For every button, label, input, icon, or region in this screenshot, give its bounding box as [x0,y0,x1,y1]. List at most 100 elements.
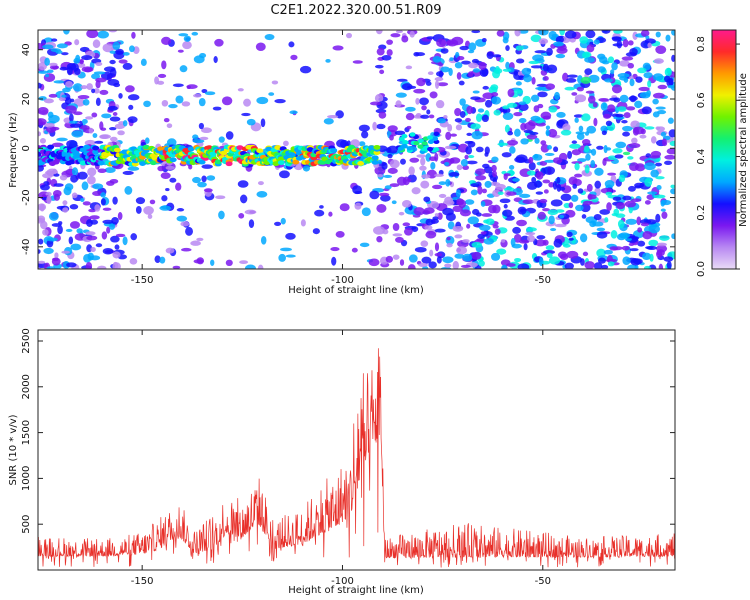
heatmap-cell [149,199,156,205]
heatmap-cell [124,186,133,195]
heatmap-cell [528,162,536,171]
heatmap-cell [491,252,501,261]
x-tick-label: -50 [535,576,551,587]
heatmap-cell [425,218,434,226]
heatmap-cell [629,162,639,172]
heatmap-cell [53,183,64,187]
heatmap-cell [127,166,140,171]
heatmap-cell [652,92,665,99]
heatmap-cell [479,224,491,231]
heatmap-cell [368,258,380,267]
heatmap-cell [389,159,400,169]
heatmap-cell [662,138,667,144]
heatmap-cell [384,185,392,190]
heatmap-cell [159,205,172,211]
heatmap-cell [580,76,592,84]
heatmap-cell [325,58,331,63]
heatmap-cell [578,125,584,132]
heatmap-cell [361,207,371,217]
heatmap-cell [42,229,49,236]
heatmap-cell [671,233,675,240]
heatmap-cell [642,231,653,240]
signal-band-cell [47,144,55,150]
heatmap-cell [377,174,384,178]
heatmap-cell [398,211,405,216]
heatmap-cell [198,122,204,130]
heatmap-cell [599,56,608,64]
heatmap-cell [51,142,64,148]
heatmap-cell [502,112,514,120]
heatmap-cell [586,125,597,134]
heatmap-cell [518,239,530,244]
heatmap-cell [505,45,510,51]
heatmap-cell [420,157,426,166]
heatmap-cell [560,129,572,136]
heatmap-cell [143,206,154,215]
heatmap-cell [471,251,482,260]
heatmap-cell [400,158,406,165]
heatmap-cell [99,89,109,95]
heatmap-cell [539,198,548,204]
heatmap-cell [402,222,411,227]
heatmap-cell [369,190,380,200]
y-tick-label: 40 [21,43,32,56]
heatmap-cell [449,157,461,164]
heatmap-cell [584,68,593,76]
heatmap-cell [615,141,627,149]
heatmap-cell [391,200,397,205]
heatmap-cell [77,171,88,180]
heatmap-cell [650,136,657,144]
y-tick-label: 20 [21,93,32,106]
signal-band-cell [187,146,195,152]
heatmap-cell [95,61,103,66]
heatmap-cell [650,169,659,178]
heatmap-cell [467,140,476,148]
heatmap-cell [443,115,448,119]
heatmap-cell [539,161,548,166]
heatmap-cell [514,156,526,163]
heatmap-cell [73,57,81,64]
heatmap-cell [663,256,674,262]
heatmap-cell [565,78,577,83]
heatmap-cell [44,122,55,128]
heatmap-cell [545,83,555,90]
heatmap-cell [643,162,656,171]
heatmap-cell [419,165,427,171]
heatmap-cell [274,221,282,226]
heatmap-cell [112,112,118,116]
snr-frame [37,329,676,571]
heatmap-cell [336,139,347,148]
heatmap-cell [605,258,618,263]
heatmap-cell [583,52,590,58]
heatmap-cell [248,219,255,229]
heatmap-cell [611,213,619,217]
heatmap-cells [38,30,675,269]
heatmap-cell [288,41,295,48]
heatmap-cell [407,264,416,269]
heatmap-cell [528,60,540,65]
heatmap-cell [256,191,268,198]
heatmap-cell [660,208,666,212]
signal-band-cell [277,156,285,162]
heatmap-cell [656,242,667,247]
heatmap-cell [496,248,507,255]
heatmap-cell [129,257,138,265]
heatmap-cell [514,128,521,137]
heatmap-cell [429,91,438,99]
heatmap-cell [394,130,406,136]
heatmap-cell [76,228,83,234]
heatmap-frame [37,29,676,270]
heatmap-cell [255,42,266,52]
heatmap-cell [454,226,463,230]
heatmap-cell [462,253,473,262]
heatmap-cell [501,264,508,269]
heatmap-cell [63,186,72,196]
heatmap-cell [482,85,489,90]
heatmap-cell [599,209,611,215]
heatmap-cell [203,188,213,193]
heatmap-cell [670,184,675,189]
heatmap-cell [572,183,578,189]
heatmap-cell [475,212,482,217]
heatmap-cell [110,235,120,243]
heatmap-cell [39,137,46,144]
